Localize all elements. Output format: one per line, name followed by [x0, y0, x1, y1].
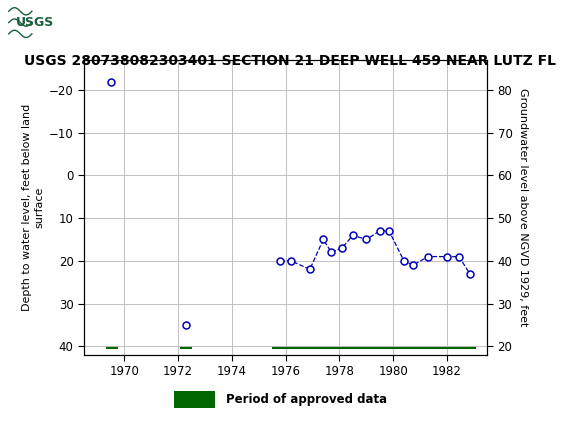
Text: USGS 280738082303401 SECTION 21 DEEP WELL 459 NEAR LUTZ FL: USGS 280738082303401 SECTION 21 DEEP WEL… [24, 54, 556, 68]
Y-axis label: Depth to water level, feet below land
surface: Depth to water level, feet below land su… [21, 104, 45, 311]
Text: USGS: USGS [75, 14, 130, 31]
Text: Period of approved data: Period of approved data [226, 393, 387, 406]
Text: USGS: USGS [16, 16, 54, 29]
Y-axis label: Groundwater level above NGVD 1929, feet: Groundwater level above NGVD 1929, feet [518, 88, 528, 327]
Bar [174, 391, 215, 408]
